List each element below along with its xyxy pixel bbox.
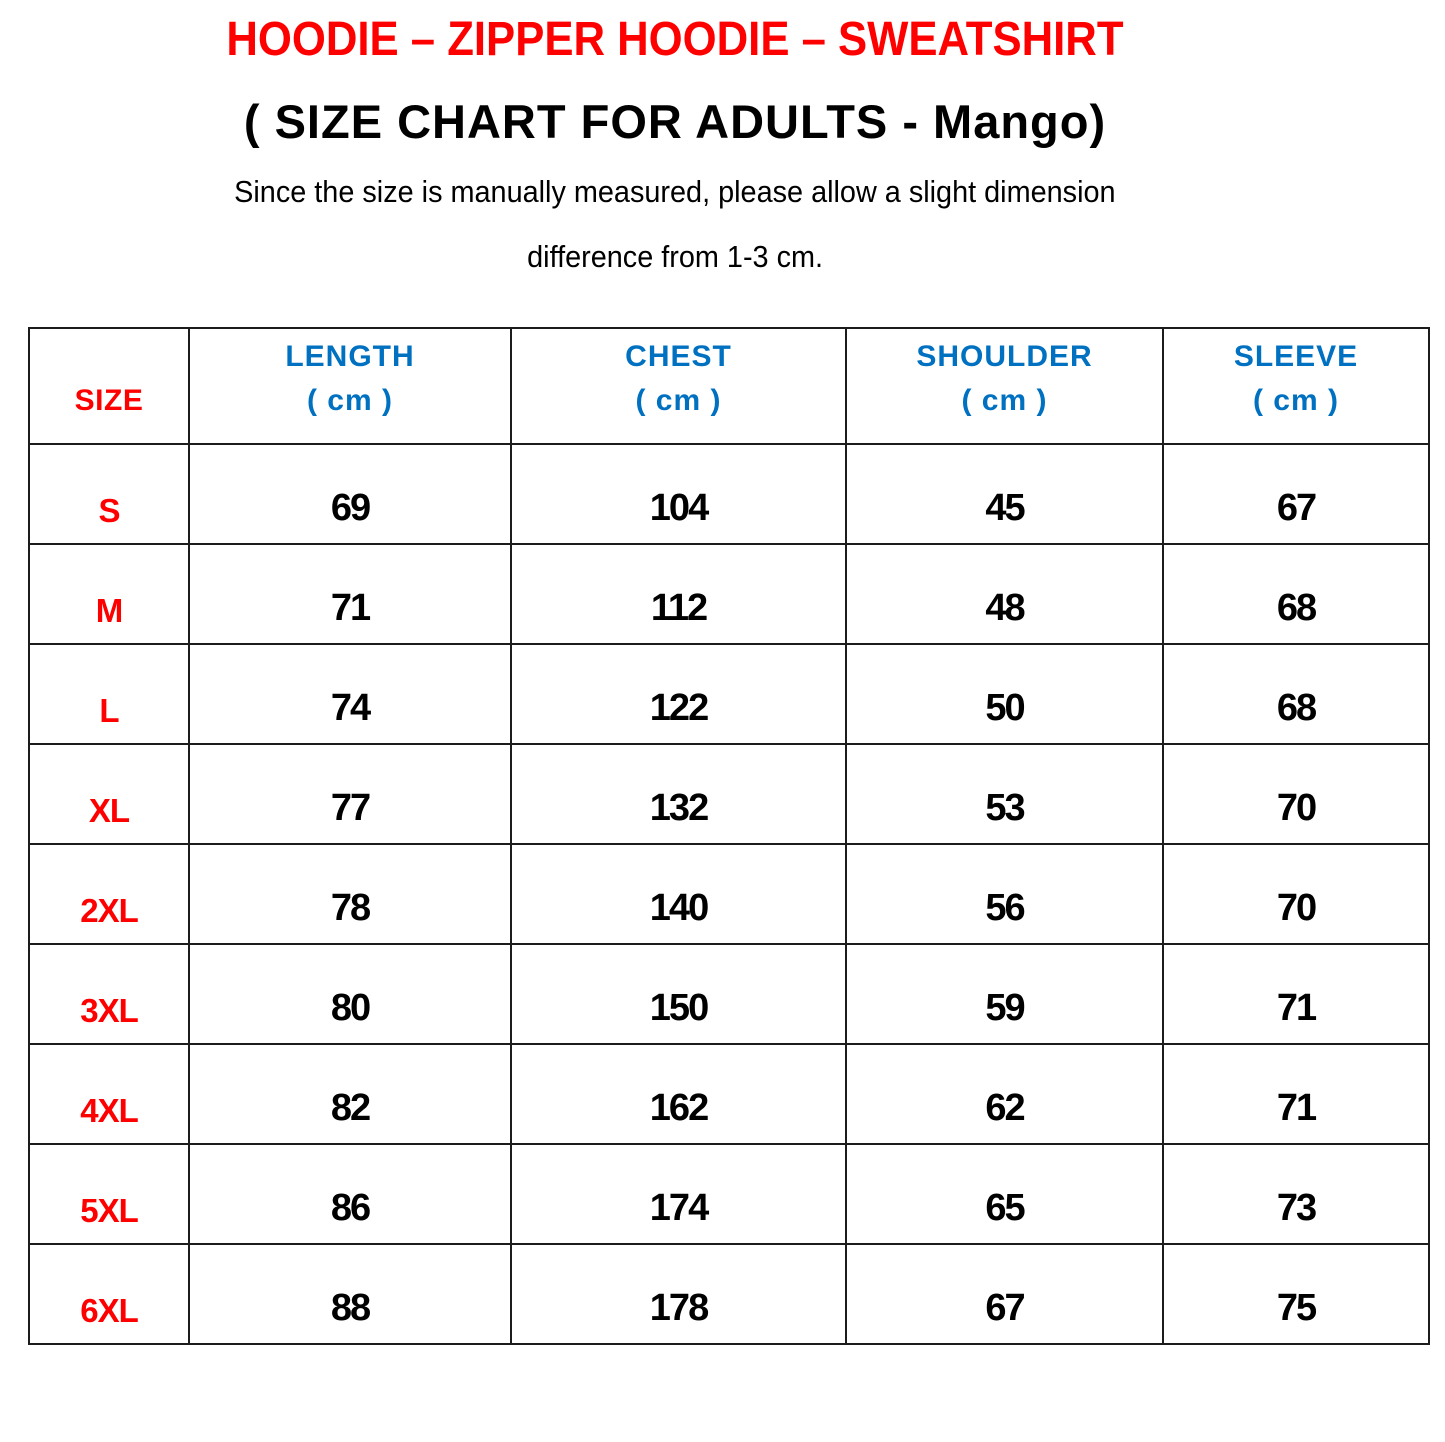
chest-cell: 140 — [510, 843, 847, 945]
chest-cell: 150 — [510, 943, 847, 1045]
table-header-row: SIZE LENGTH ( cm ) CHEST ( cm ) SHOULDER… — [28, 327, 1430, 445]
sleeve-cell: 73 — [1162, 1143, 1430, 1245]
sleeve-cell: 67 — [1162, 443, 1430, 545]
size-label-cell: 2XL — [28, 843, 190, 945]
sleeve-cell: 70 — [1162, 743, 1430, 845]
page-subtitle: ( SIZE CHART FOR ADULTS - Mango) — [243, 94, 1107, 148]
chest-cell: 174 — [510, 1143, 847, 1245]
chest-cell: 178 — [510, 1243, 847, 1345]
table-row-6xl: 6XL 88 178 67 75 — [28, 1243, 1430, 1345]
length-cell: 82 — [188, 1043, 512, 1145]
length-cell: 77 — [188, 743, 512, 845]
shoulder-cell: 56 — [845, 843, 1164, 945]
note-line-2-text: difference from 1-3 cm. — [527, 238, 823, 274]
column-header-length-unit: ( cm ) — [306, 384, 393, 417]
length-cell: 74 — [188, 643, 512, 745]
sleeve-cell: 68 — [1162, 643, 1430, 745]
length-cell: 88 — [188, 1243, 512, 1345]
length-cell: 80 — [188, 943, 512, 1045]
size-chart-table: SIZE LENGTH ( cm ) CHEST ( cm ) SHOULDER… — [28, 327, 1430, 1345]
column-header-sleeve-unit: ( cm ) — [1252, 384, 1339, 417]
size-label-cell: L — [28, 643, 190, 745]
sleeve-cell: 70 — [1162, 843, 1430, 945]
table-row-3xl: 3XL 80 150 59 71 — [28, 943, 1430, 1045]
length-cell: 78 — [188, 843, 512, 945]
note-line-2: difference from 1-3 cm. — [0, 238, 1350, 274]
size-label-cell: 6XL — [28, 1243, 190, 1345]
shoulder-cell: 65 — [845, 1143, 1164, 1245]
sleeve-cell: 71 — [1162, 1043, 1430, 1145]
length-cell: 69 — [188, 443, 512, 545]
page-title: HOODIE – ZIPPER HOODIE – SWEATSHIRT — [0, 13, 1350, 67]
column-header-chest-unit: ( cm ) — [635, 384, 722, 417]
table-row-xl: XL 77 132 53 70 — [28, 743, 1430, 845]
table-row-4xl: 4XL 82 162 62 71 — [28, 1043, 1430, 1145]
table-row-5xl: 5XL 86 174 65 73 — [28, 1143, 1430, 1245]
page-title-text: HOODIE – ZIPPER HOODIE – SWEATSHIRT — [226, 13, 1124, 66]
length-cell: 86 — [188, 1143, 512, 1245]
column-header-size-label: SIZE — [74, 384, 144, 417]
chest-cell: 112 — [510, 543, 847, 645]
shoulder-cell: 50 — [845, 643, 1164, 745]
table-row-s: S 69 104 45 67 — [28, 443, 1430, 545]
shoulder-cell: 53 — [845, 743, 1164, 845]
chest-cell: 122 — [510, 643, 847, 745]
chest-cell: 132 — [510, 743, 847, 845]
column-header-chest: CHEST ( cm ) — [510, 327, 847, 445]
column-header-sleeve: SLEEVE ( cm ) — [1162, 327, 1430, 445]
column-header-shoulder: SHOULDER ( cm ) — [845, 327, 1164, 445]
chest-cell: 162 — [510, 1043, 847, 1145]
size-label-cell: 5XL — [28, 1143, 190, 1245]
size-label-cell: S — [28, 443, 190, 545]
table-row-2xl: 2XL 78 140 56 70 — [28, 843, 1430, 945]
chest-cell: 104 — [510, 443, 847, 545]
note-line-1-text: Since the size is manually measured, ple… — [234, 174, 1116, 210]
column-header-shoulder-unit: ( cm ) — [961, 384, 1048, 417]
column-header-chest-label: CHEST — [625, 340, 732, 373]
page-header: HOODIE – ZIPPER HOODIE – SWEATSHIRT ( SI… — [0, 0, 1350, 274]
shoulder-cell: 62 — [845, 1043, 1164, 1145]
column-header-length: LENGTH ( cm ) — [188, 327, 512, 445]
sleeve-cell: 75 — [1162, 1243, 1430, 1345]
note-line-1: Since the size is manually measured, ple… — [0, 175, 1350, 209]
column-header-sleeve-label: SLEEVE — [1233, 340, 1359, 373]
size-label-cell: XL — [28, 743, 190, 845]
sleeve-cell: 71 — [1162, 943, 1430, 1045]
size-label-cell: M — [28, 543, 190, 645]
size-label-cell: 4XL — [28, 1043, 190, 1145]
shoulder-cell: 45 — [845, 443, 1164, 545]
shoulder-cell: 48 — [845, 543, 1164, 645]
sleeve-cell: 68 — [1162, 543, 1430, 645]
table-row-l: L 74 122 50 68 — [28, 643, 1430, 745]
shoulder-cell: 67 — [845, 1243, 1164, 1345]
column-header-length-label: LENGTH — [285, 340, 415, 373]
table-row-m: M 71 112 48 68 — [28, 543, 1430, 645]
size-label-cell: 3XL — [28, 943, 190, 1045]
column-header-shoulder-label: SHOULDER — [916, 340, 1093, 373]
column-header-size: SIZE — [28, 327, 190, 445]
length-cell: 71 — [188, 543, 512, 645]
shoulder-cell: 59 — [845, 943, 1164, 1045]
header-spacer — [31, 335, 187, 379]
